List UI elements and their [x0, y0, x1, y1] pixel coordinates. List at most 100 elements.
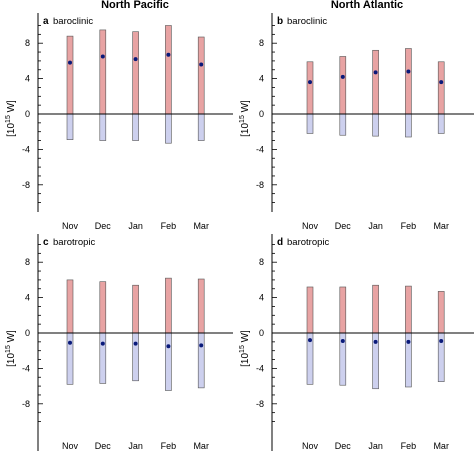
bar-negative-dec: [99, 113, 107, 141]
net-dot-jan: [133, 57, 138, 62]
x-tick-label: Dec: [95, 441, 112, 451]
panel-d: 8 4 0 -4 -8 [1015 W] d barotropic Nov Dec Jan Feb Ma…: [239, 234, 474, 451]
bar-positive-jan: [372, 49, 379, 115]
net-dot-jan: [373, 70, 378, 75]
y-tick-label: 8: [25, 257, 30, 267]
y-tick-label: -8: [256, 399, 264, 409]
panel-a: 8 4 0 -4 -8 [1015 W] a baroclinic Nov Dec Jan Feb Ma…: [5, 13, 233, 231]
y-tick-label: 4: [25, 74, 30, 84]
bar-negative-feb: [405, 113, 412, 138]
bar-positive-mar: [197, 278, 205, 334]
bar-negative-jan: [372, 113, 379, 137]
x-tick-label: Mar: [193, 441, 209, 451]
net-dot-dec: [100, 54, 105, 59]
column-title-north-pacific: North Pacific: [101, 0, 169, 11]
panel-c: 8 4 0 -4 -8 [1015 W] c barotropic Nov Dec Jan Feb Ma…: [5, 234, 233, 451]
bar-positive-feb: [165, 277, 172, 334]
net-dot-nov: [308, 338, 312, 343]
bar-positive-jan: [372, 284, 379, 334]
panel-b: 8 4 0 -4 -8 [1015 W] b baroclinic Nov Dec Jan Feb Ma…: [239, 13, 474, 231]
x-tick-label: Nov: [62, 441, 79, 451]
x-tick-label: Jan: [128, 441, 143, 451]
net-dot-mar: [439, 338, 444, 343]
bar-negative-dec: [99, 332, 107, 384]
y-tick-label: -8: [22, 180, 30, 190]
x-tick-label: Nov: [302, 221, 319, 231]
bar-negative-jan: [132, 113, 139, 141]
bar-positive-dec: [99, 281, 107, 334]
y-axis-label: [1015 W]: [5, 100, 17, 137]
bar-positive-nov: [66, 35, 74, 115]
net-dot-nov: [68, 340, 72, 345]
bar-negative-dec: [339, 113, 347, 136]
y-axis-label: [1015 W]: [5, 330, 17, 367]
y-tick-label: 8: [259, 38, 264, 48]
panel-subtitle: barotropic: [53, 237, 95, 248]
panel-subtitle: barotropic: [287, 237, 329, 248]
x-tick-label: Dec: [335, 441, 352, 451]
net-dot-nov: [308, 80, 312, 85]
x-tick-label: Jan: [368, 441, 383, 451]
y-tick-label: 0: [259, 328, 264, 338]
x-tick-label: Dec: [335, 221, 352, 231]
bar-negative-nov: [66, 332, 74, 385]
net-dot-feb: [166, 344, 171, 349]
panel-letter: b: [277, 16, 283, 27]
net-dot-feb: [406, 339, 411, 344]
bar-positive-mar: [197, 36, 205, 115]
y-axis-label: [1015 W]: [239, 100, 251, 137]
net-dot-feb: [166, 52, 171, 57]
bar-positive-dec: [99, 29, 107, 115]
y-tick-label: 0: [259, 109, 264, 119]
bar-negative-feb: [165, 113, 172, 144]
bar-negative-nov: [306, 113, 314, 134]
y-tick-label: 4: [259, 293, 264, 303]
x-tick-label: Feb: [161, 441, 177, 451]
bar-positive-mar: [437, 291, 445, 334]
y-tick-label: 0: [25, 328, 30, 338]
y-tick-label: 8: [25, 38, 30, 48]
panel-subtitle: baroclinic: [287, 16, 327, 27]
x-tick-label: Jan: [128, 221, 143, 231]
bar-positive-feb: [405, 285, 412, 334]
x-tick-label: Feb: [401, 441, 417, 451]
net-dot-mar: [199, 62, 204, 67]
bar-positive-nov: [66, 279, 74, 334]
bar-positive-mar: [437, 61, 445, 115]
bar-positive-dec: [339, 56, 347, 115]
net-dot-jan: [373, 339, 378, 344]
net-dot-dec: [340, 338, 345, 343]
y-tick-label: -4: [256, 144, 264, 154]
bar-negative-feb: [165, 332, 172, 391]
net-dot-mar: [439, 80, 444, 85]
bar-negative-nov: [66, 113, 74, 140]
bar-negative-mar: [197, 113, 205, 141]
bar-positive-feb: [405, 48, 412, 115]
panel-letter: c: [43, 237, 49, 248]
x-tick-label: Feb: [401, 221, 417, 231]
net-dot-nov: [68, 60, 72, 65]
y-tick-label: -8: [256, 180, 264, 190]
bar-positive-feb: [165, 25, 172, 115]
bar-negative-jan: [132, 332, 139, 382]
x-tick-label: Nov: [302, 441, 319, 451]
net-dot-mar: [199, 343, 204, 348]
y-tick-label: -8: [22, 399, 30, 409]
bar-positive-jan: [132, 31, 139, 115]
y-tick-label: 0: [25, 109, 30, 119]
x-tick-label: Mar: [193, 221, 209, 231]
bar-negative-mar: [437, 113, 445, 134]
x-tick-label: Mar: [433, 221, 449, 231]
net-dot-jan: [133, 341, 138, 346]
bar-positive-jan: [132, 284, 139, 334]
bar-positive-dec: [339, 286, 347, 334]
y-tick-label: 8: [259, 257, 264, 267]
x-tick-label: Mar: [433, 441, 449, 451]
bar-positive-nov: [306, 61, 314, 115]
x-tick-label: Nov: [62, 221, 79, 231]
panel-subtitle: baroclinic: [53, 16, 93, 27]
bar-negative-mar: [197, 332, 205, 389]
panel-letter: d: [277, 237, 283, 248]
y-tick-label: -4: [22, 363, 30, 373]
x-tick-label: Dec: [95, 221, 112, 231]
